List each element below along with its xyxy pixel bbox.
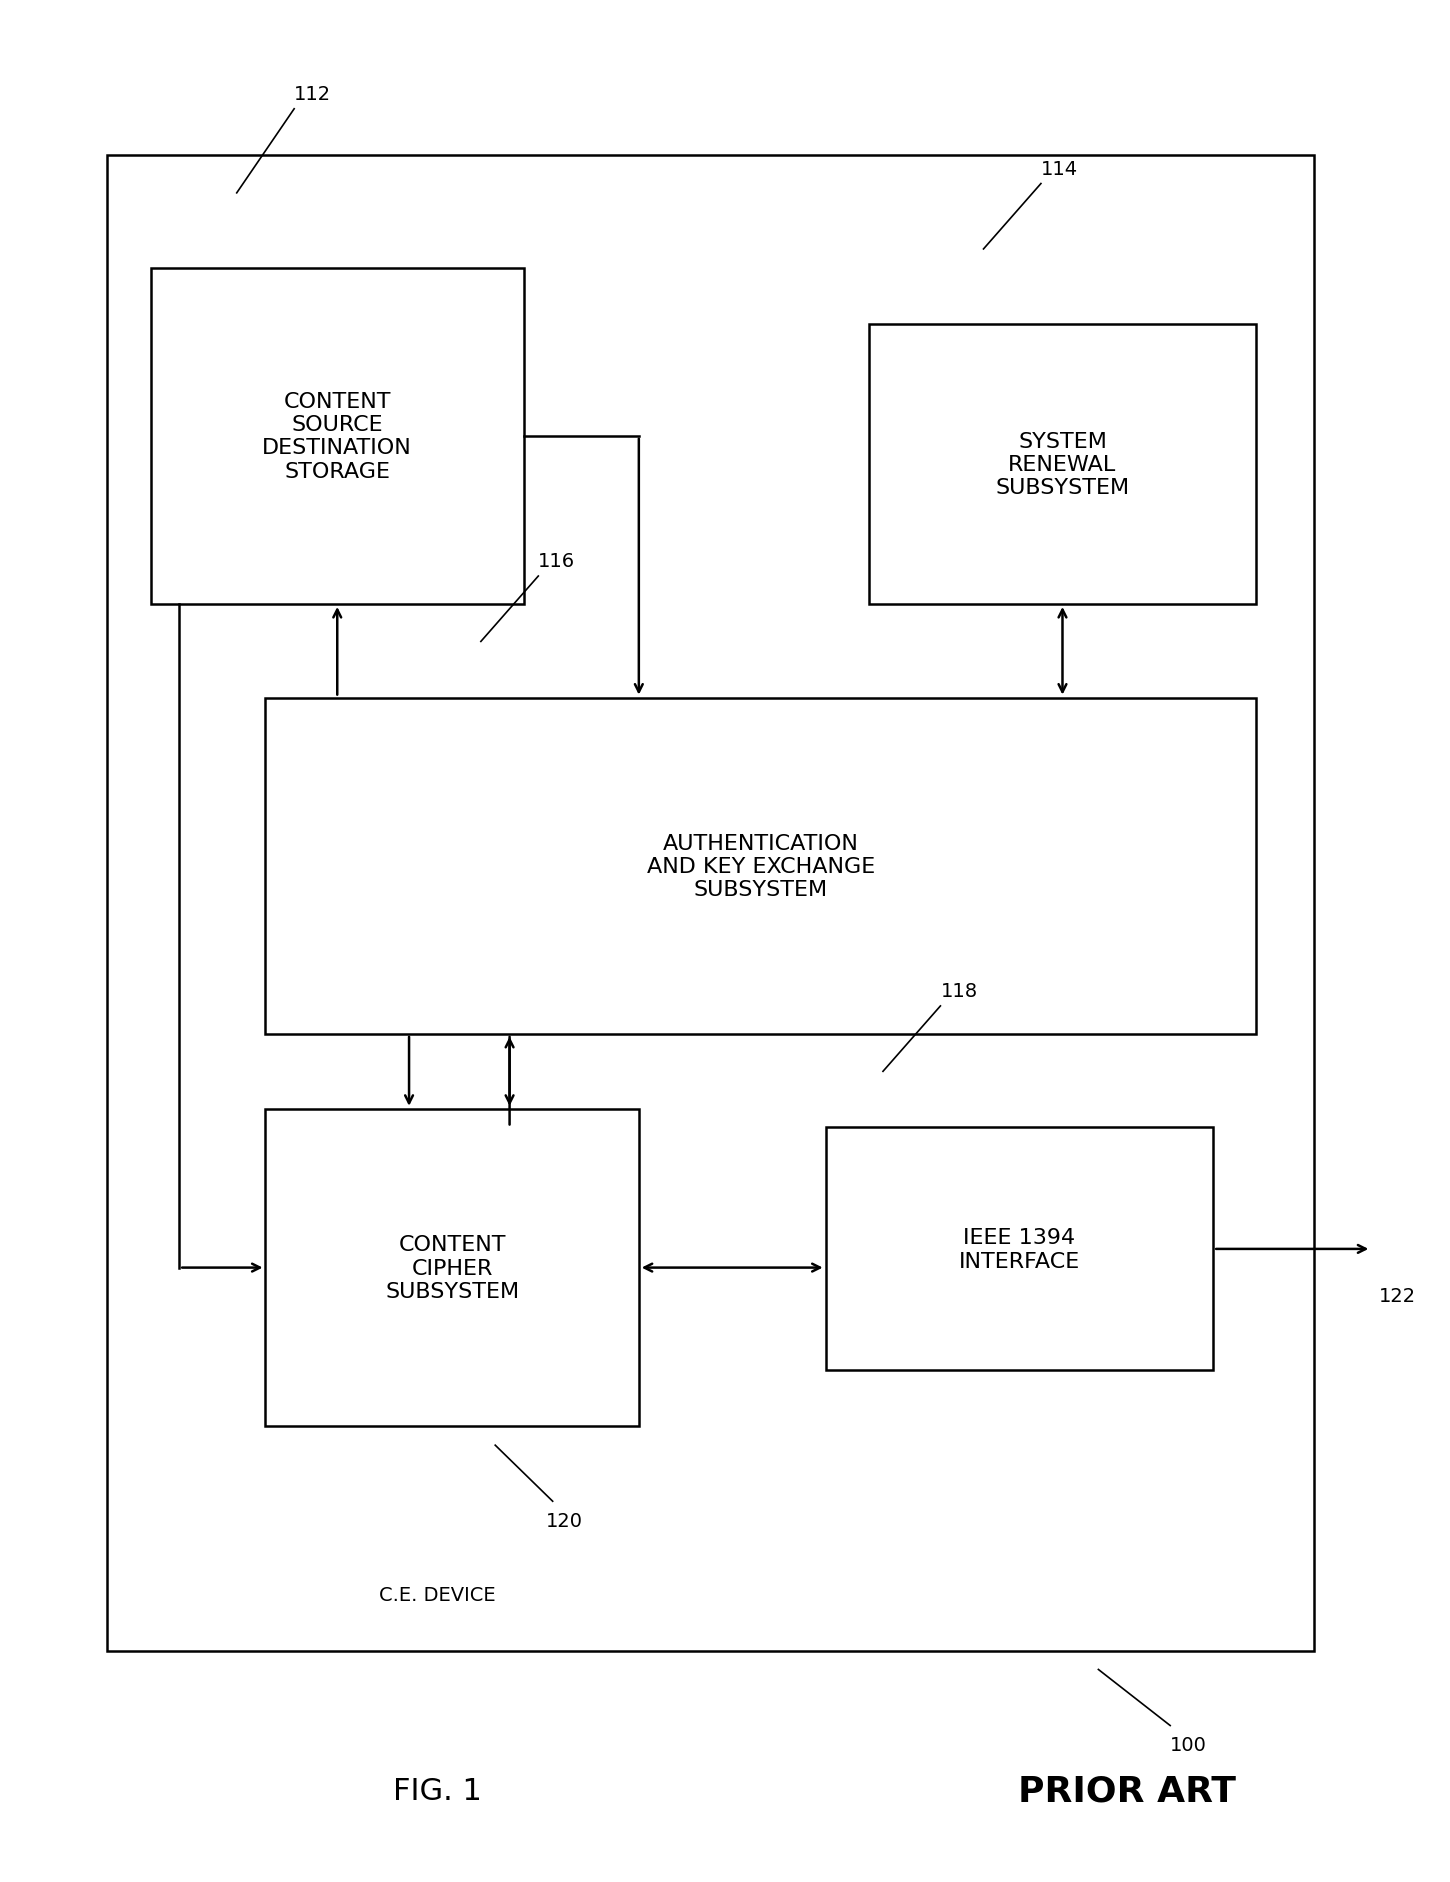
Text: CONTENT
CIPHER
SUBSYSTEM: CONTENT CIPHER SUBSYSTEM xyxy=(386,1235,519,1300)
Text: 114: 114 xyxy=(1041,160,1077,179)
Text: 122: 122 xyxy=(1379,1287,1415,1306)
Text: 112: 112 xyxy=(294,85,331,104)
Text: CONTENT
SOURCE
DESTINATION
STORAGE: CONTENT SOURCE DESTINATION STORAGE xyxy=(262,391,412,482)
Text: C.E. DEVICE: C.E. DEVICE xyxy=(380,1585,496,1603)
FancyBboxPatch shape xyxy=(265,698,1256,1035)
Text: FIG. 1: FIG. 1 xyxy=(393,1777,483,1805)
FancyBboxPatch shape xyxy=(869,324,1256,604)
FancyBboxPatch shape xyxy=(151,269,523,604)
Text: 100: 100 xyxy=(1170,1735,1206,1754)
FancyBboxPatch shape xyxy=(825,1127,1214,1370)
FancyBboxPatch shape xyxy=(107,156,1314,1651)
Text: AUTHENTICATION
AND KEY EXCHANGE
SUBSYSTEM: AUTHENTICATION AND KEY EXCHANGE SUBSYSTE… xyxy=(647,834,874,900)
Text: SYSTEM
RENEWAL
SUBSYSTEM: SYSTEM RENEWAL SUBSYSTEM xyxy=(995,431,1130,499)
Text: 120: 120 xyxy=(545,1511,583,1530)
FancyBboxPatch shape xyxy=(265,1108,639,1427)
Text: IEEE 1394
INTERFACE: IEEE 1394 INTERFACE xyxy=(958,1227,1080,1270)
Text: 116: 116 xyxy=(538,551,576,570)
Text: 118: 118 xyxy=(941,982,977,1001)
Text: PRIOR ART: PRIOR ART xyxy=(1018,1775,1235,1809)
